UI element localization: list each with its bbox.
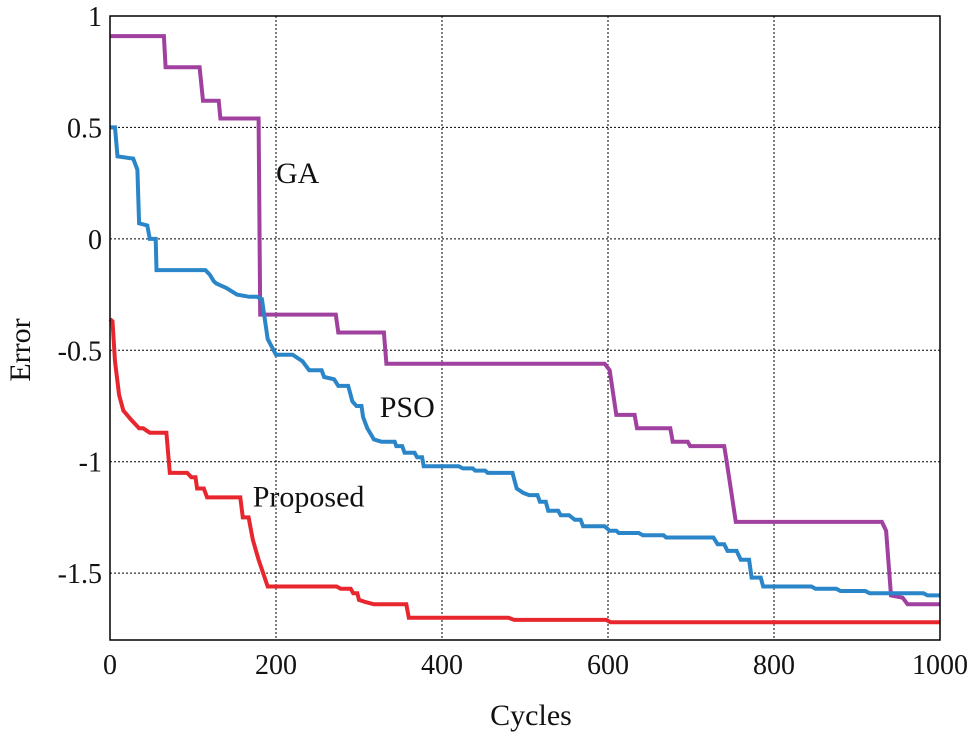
x-tick-label: 600 [587, 650, 629, 681]
x-tick-label: 0 [103, 650, 117, 681]
series-line-ga [110, 34, 940, 607]
x-tick-labels: 0 200 400 600 800 1000 [103, 650, 968, 681]
y-tick-label: 0.5 [67, 113, 102, 144]
y-tick-labels: 1 0.5 0 -0.5 -1 -1.5 [58, 2, 102, 590]
y-tick-label: 1 [88, 2, 102, 33]
y-tick-label: 0 [88, 225, 102, 256]
y-axis-label: Error [4, 318, 37, 381]
x-tick-label: 400 [421, 650, 463, 681]
x-tick-label: 1000 [912, 650, 968, 681]
series-label-proposed: Proposed [253, 480, 365, 513]
series-lines [108, 34, 940, 625]
series-line-pso [110, 125, 940, 598]
x-tick-label: 800 [753, 650, 795, 681]
series-labels: GA PSO Proposed [253, 157, 435, 513]
grid-lines [110, 16, 940, 640]
series-label-ga: GA [276, 157, 320, 190]
y-tick-label: -0.5 [58, 336, 102, 367]
x-tick-label: 200 [255, 650, 297, 681]
series-label-pso: PSO [380, 391, 435, 424]
series-line-proposed [108, 317, 940, 625]
x-axis-label: Cycles [490, 699, 572, 732]
y-tick-label: -1 [79, 448, 102, 479]
plot-frame [109, 15, 941, 641]
y-tick-label: -1.5 [58, 559, 102, 590]
